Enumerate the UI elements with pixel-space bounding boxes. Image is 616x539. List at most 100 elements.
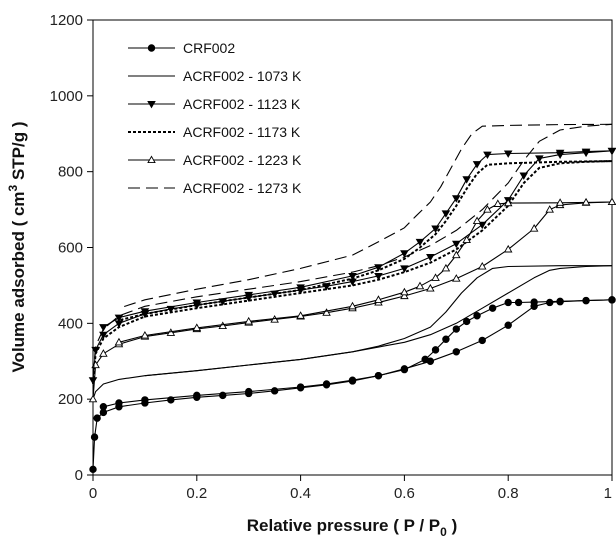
series-crf002-point (478, 336, 486, 345)
legend-acrf002-1123-k-point (147, 101, 156, 109)
series-acrf002-1273-k (92, 123, 613, 377)
series-crf002-point (452, 348, 460, 356)
x-tick-label: 0.6 (394, 485, 415, 502)
series-acrf002-1223-k-point (192, 323, 202, 331)
series-acrf002-1123-k-point (400, 250, 409, 258)
series-crf002-point (452, 325, 460, 333)
series-acrf002-1273-k-desorption-line (118, 123, 613, 309)
series-acrf002-1123-k-point (483, 151, 492, 160)
series-acrf002-1173-k-desorption-line (118, 160, 613, 322)
series-acrf002-1123-k-point (441, 210, 451, 218)
series-acrf002-1223-k-point (472, 216, 482, 225)
series-crf002-point (322, 380, 331, 388)
plot-area-frame (92, 19, 613, 476)
series-acrf002-1123-k-point (535, 155, 544, 163)
legend: CRF002 ACRF002 - 1073 K ACRF002 - 1123 K AC… (128, 40, 302, 196)
series-acrf002-1123-k-point (415, 238, 425, 247)
series-crf002-point (530, 298, 538, 306)
series-crf002-point (115, 399, 123, 407)
series-crf002-point (89, 465, 97, 474)
series-crf002-point (141, 396, 149, 404)
series-layer (88, 123, 616, 474)
series-crf002-point (442, 335, 450, 343)
series-acrf002-1223-k-point (114, 337, 124, 346)
series-acrf002-1123-k-desorption-line (103, 150, 613, 328)
series-acrf002-1123-k-point (581, 148, 591, 156)
series-acrf002-1123-k-point (348, 272, 357, 281)
series-acrf002-1223-k-point (483, 205, 492, 213)
x-tick-label: 0.2 (186, 485, 207, 502)
series-acrf002-1123-k-point (607, 147, 616, 156)
series-acrf002-1123-k-point (472, 161, 482, 169)
series-acrf002-1123-k-point (431, 225, 440, 233)
series-acrf002-1123-k-point (503, 150, 513, 158)
series-acrf002-1223-k-adsorption-line (92, 201, 613, 400)
series-crf002-point (99, 403, 108, 411)
series-acrf002-1223-k-point (400, 287, 409, 296)
series-acrf002-1123-k-point (99, 324, 108, 332)
series-crf002-point (245, 387, 253, 396)
y-axis: 0 200 400 600 800 1000 1200 (50, 12, 93, 484)
series-acrf002-1223-k-point (503, 198, 513, 207)
series-crf002-point (421, 355, 429, 364)
series-acrf002-1073-k (92, 265, 613, 400)
series-acrf002-1223-k (88, 197, 616, 403)
x-tick-label: 1 (604, 485, 612, 502)
series-crf002-point (608, 296, 616, 304)
series-acrf002-1123-k-point (140, 308, 150, 316)
series-crf002-point (431, 346, 440, 354)
series-acrf002-1223-k-point (348, 301, 357, 310)
series-acrf002-1123-k-point (452, 240, 461, 249)
series-crf002-point (462, 317, 471, 326)
series-acrf002-1223-k-point (493, 199, 503, 207)
legend-crf002-point (147, 44, 156, 52)
series-acrf002-1223-k-point (322, 308, 331, 316)
series-acrf002-1273-k-adsorption-line (92, 123, 613, 377)
series-acrf002-1223-k-point (88, 394, 98, 403)
y-tick-label: 800 (58, 164, 83, 181)
series-acrf002-1123-k-point (462, 176, 471, 184)
series-acrf002-1223-k-point (400, 291, 409, 300)
legend-acrf002-1223-k-point (147, 155, 156, 164)
series-acrf002-1223-k-point (477, 261, 487, 270)
series-acrf002-1073-k-desorption-line (144, 265, 612, 377)
series-crf002-point (374, 371, 383, 380)
series-acrf002-1123-k-point (244, 291, 253, 300)
series-acrf002-1123-k-point (519, 172, 529, 180)
y-tick-label: 1200 (50, 12, 83, 29)
series-crf002-point (546, 298, 554, 307)
y-tick-label: 200 (58, 391, 83, 408)
series-acrf002-1223-k-point (607, 197, 616, 206)
series-acrf002-1123-k-point (192, 299, 202, 307)
x-tick-label: 0.8 (498, 485, 519, 502)
series-crf002-point (504, 298, 512, 307)
series-acrf002-1223-k-point (296, 311, 305, 319)
series-acrf002-1173-k-adsorption-line (92, 160, 613, 385)
series-acrf002-1223-k-point (426, 283, 435, 292)
y-tick-label: 1000 (50, 88, 83, 105)
series-acrf002-1223-k-point (441, 263, 451, 272)
series-crf002-point (400, 365, 409, 374)
x-axis: 0 0.2 0.4 0.6 0.8 1 (89, 475, 613, 502)
series-acrf002-1073-k-adsorption-line (92, 265, 613, 400)
series-crf002-point (93, 414, 101, 422)
series-acrf002-1223-k-point (415, 281, 425, 290)
series-acrf002-1223-k-point (374, 295, 383, 303)
series-acrf002-1223-k-point (545, 205, 554, 213)
y-tick-label: 600 (58, 240, 83, 257)
series-crf002-point (473, 312, 481, 320)
series-acrf002-1123-k-point (555, 149, 565, 158)
series-acrf002-1223-k-point (462, 235, 471, 243)
series-acrf002-1173-k (92, 160, 613, 385)
series-acrf002-1223-k-point (529, 224, 539, 232)
series-acrf002-1123-k-point (114, 314, 124, 323)
legend-acrf002-1223-k-label: ACRF002 - 1223 K (183, 152, 302, 168)
series-acrf002-1223-k-point (581, 197, 591, 206)
series-acrf002-1223-k-point (99, 349, 108, 357)
series-crf002-point (488, 304, 497, 312)
y-tick-label: 400 (58, 315, 83, 332)
series-crf002-point (504, 321, 512, 329)
series-acrf002-1223-k-point (244, 316, 253, 325)
legend-acrf002-1273-k-label: ACRF002 - 1273 K (183, 180, 302, 196)
